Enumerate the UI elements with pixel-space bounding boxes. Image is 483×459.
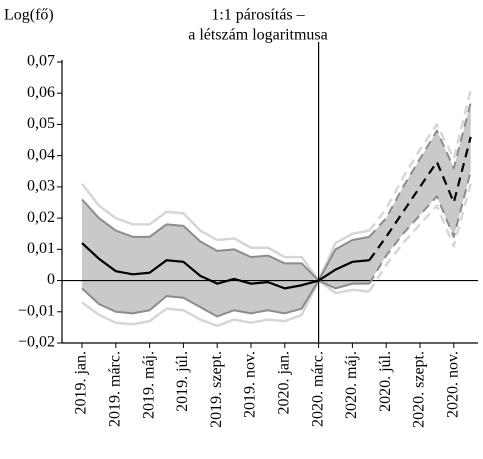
y-tick-label: 0,01 bbox=[27, 240, 55, 257]
x-tick-label: 2019. jan. bbox=[73, 351, 90, 415]
x-tick-label: 2019. júl. bbox=[174, 351, 191, 412]
y-tick-label: 0,07 bbox=[27, 53, 55, 70]
x-tick-label: 2019. máj. bbox=[140, 351, 157, 419]
x-tick-label: 2019. szept. bbox=[208, 351, 225, 428]
x-tick-label: 2020. máj. bbox=[343, 351, 360, 419]
forecast-line bbox=[368, 183, 472, 293]
y-axis-label: Log(fő) bbox=[4, 7, 54, 24]
x-tick-label: 2020. jan. bbox=[275, 351, 292, 415]
x-tick-label: 2020. szept. bbox=[411, 351, 428, 428]
x-tick-label: 2020. márc. bbox=[309, 351, 326, 427]
chart-title: 1:1 párosítás – bbox=[211, 7, 305, 24]
forecast-line bbox=[368, 89, 472, 232]
y-tick-label: 0,02 bbox=[27, 209, 55, 226]
y-tick-label: 0 bbox=[47, 271, 55, 288]
y-tick-label: 0,05 bbox=[27, 115, 55, 132]
y-tick-label: 0,03 bbox=[27, 178, 55, 195]
forecast-line bbox=[368, 171, 472, 285]
x-tick-label: 2019. nov. bbox=[242, 351, 259, 418]
y-tick-label: −0,02 bbox=[18, 334, 55, 351]
estimate-line bbox=[81, 242, 370, 290]
chart-title: a létszám logaritmusa bbox=[188, 27, 328, 44]
x-tick-label: 2020. nov. bbox=[444, 351, 461, 418]
y-tick-label: 0,04 bbox=[27, 146, 55, 163]
forecast-line bbox=[368, 102, 472, 238]
x-tick-label: 2020. júl. bbox=[377, 351, 394, 412]
estimate-line bbox=[81, 198, 370, 282]
x-tick-label: 2019. márc. bbox=[106, 351, 123, 427]
y-tick-label: 0,06 bbox=[27, 84, 55, 101]
y-tick-label: −0,01 bbox=[18, 302, 55, 319]
estimate-line bbox=[81, 279, 370, 318]
band-fill bbox=[82, 102, 471, 317]
